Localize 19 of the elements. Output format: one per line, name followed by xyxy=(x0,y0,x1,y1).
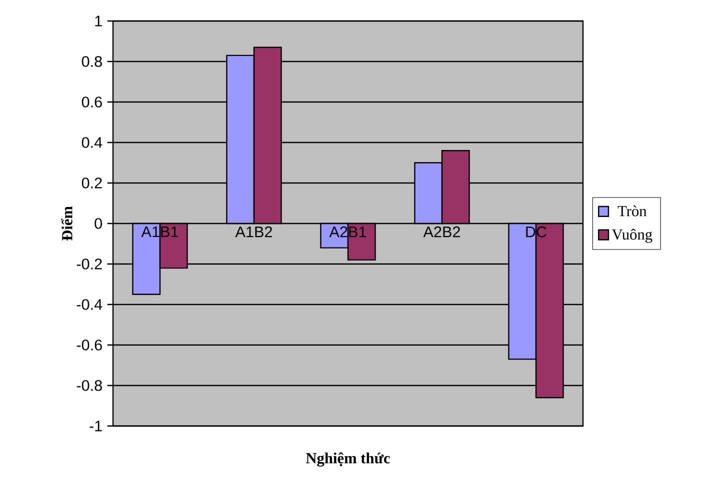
y-tick-label: -0.4 xyxy=(76,299,102,310)
y-tick-label: -0.2 xyxy=(76,258,102,270)
y-axis-title: Điểm xyxy=(61,206,72,241)
x-tick-label: A2B2 xyxy=(423,226,460,238)
y-tick-label: 0.2 xyxy=(82,178,102,188)
x-axis-title: Nghiệm thức xyxy=(306,452,390,467)
legend-label: Vuông xyxy=(612,228,652,243)
y-tick-label: -1 xyxy=(90,420,102,432)
y-tick-label: -0.8 xyxy=(76,380,102,391)
y-tick-label: 0 xyxy=(94,218,102,229)
y-tick-label: 0.8 xyxy=(82,56,102,67)
x-tick-label: A2B1 xyxy=(329,226,366,238)
y-tick-label: 0.6 xyxy=(82,96,102,108)
x-tick-label: A1B2 xyxy=(235,226,272,238)
legend-label: Tròn xyxy=(618,206,647,216)
y-tick-label: 0.4 xyxy=(82,137,102,148)
x-tick-label: A1B1 xyxy=(141,226,178,237)
y-tick-label: -0.6 xyxy=(76,340,102,350)
y-tick-label: 1 xyxy=(95,16,102,26)
